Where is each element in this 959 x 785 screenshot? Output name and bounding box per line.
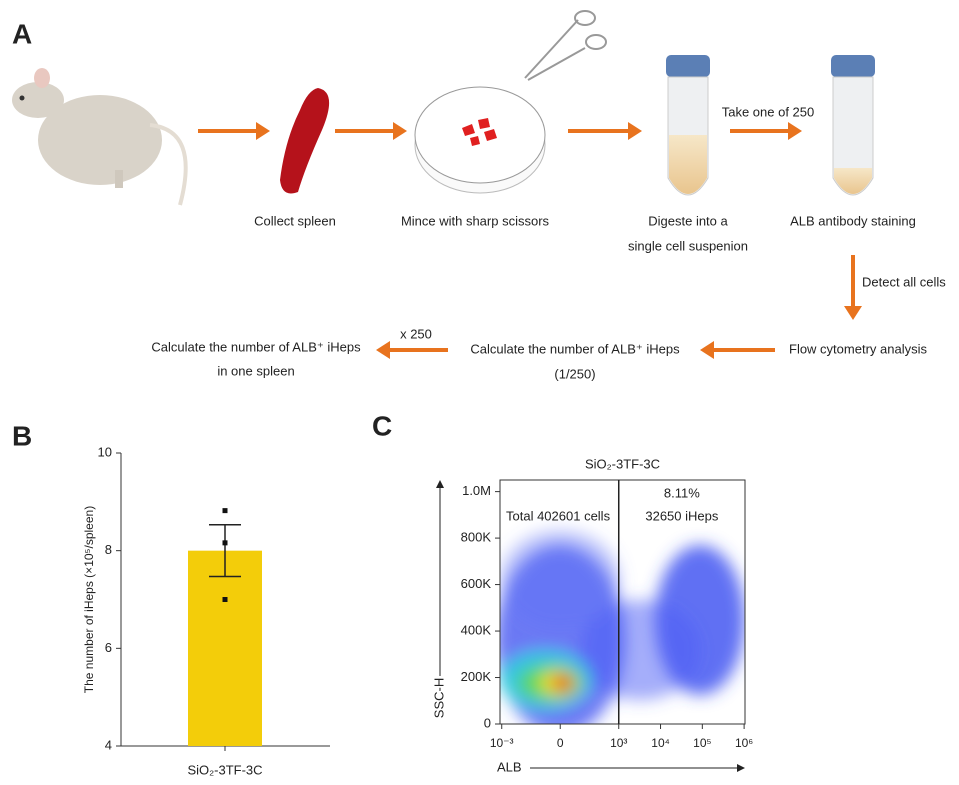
x-tick-label: 10⁵ <box>693 736 711 750</box>
spleen-icon <box>280 88 330 194</box>
arrow <box>335 122 407 140</box>
panel-label: B <box>12 420 32 451</box>
step-label: ALB antibody staining <box>790 213 916 228</box>
x-tick-label: 0 <box>557 736 564 750</box>
y-tick-label: 1.0M <box>462 483 491 498</box>
petri-dish-icon <box>414 86 546 194</box>
arrow <box>730 122 802 140</box>
arrow <box>700 341 775 359</box>
y-tick-label: 600K <box>461 576 492 591</box>
step-label: Mince with sharp scissors <box>401 213 550 228</box>
y-tick-label: 8 <box>105 542 112 557</box>
x-tick-label: 10³ <box>610 736 627 750</box>
step-label: Calculate the number of ALB⁺ iHeps <box>151 339 361 354</box>
y-tick-label: 0 <box>484 715 491 730</box>
y-tick-label: 10 <box>98 444 112 459</box>
y-axis-label: SSC-H <box>431 678 446 718</box>
mouse-icon <box>12 68 188 206</box>
tube-icon <box>666 55 710 196</box>
annotation: 8.11% <box>664 485 700 500</box>
step-label: Flow cytometry analysis <box>789 341 927 356</box>
panel-label: A <box>12 18 32 49</box>
arrow-label: Detect all cells <box>862 274 946 289</box>
scissors-icon <box>524 10 607 81</box>
step-label: Collect spleen <box>254 213 336 228</box>
arrow <box>376 341 448 359</box>
x-tick-label: 10⁶ <box>735 736 753 750</box>
chart-title: SiO₂-3TF-3C <box>585 456 660 471</box>
x-axis-label: ALB <box>497 759 522 774</box>
y-tick-label: 200K <box>461 669 492 684</box>
bar <box>188 550 262 746</box>
annotation: 32650 iHeps <box>645 508 718 523</box>
step-label: Calculate the number of ALB⁺ iHeps <box>470 341 680 356</box>
y-tick-label: 4 <box>105 737 112 752</box>
arrow <box>568 122 642 140</box>
step-label: (1/250) <box>554 366 595 381</box>
y-tick-label: 800K <box>461 530 492 545</box>
panel-label: C <box>372 410 392 441</box>
arrow <box>844 255 862 320</box>
x-tick-label: SiO₂-3TF-3C <box>187 762 262 777</box>
y-tick-label: 400K <box>461 622 492 637</box>
step-label: single cell suspenion <box>628 238 748 253</box>
data-point <box>222 597 228 602</box>
arrow-label: x 250 <box>400 326 432 341</box>
arrow <box>198 122 270 140</box>
x-tick-label: 10⁴ <box>651 736 670 750</box>
arrow-head <box>737 764 745 772</box>
x-tick-label: 10⁻³ <box>490 736 514 750</box>
plot-frame <box>499 479 746 725</box>
data-point <box>222 508 228 514</box>
error-bar <box>209 524 241 578</box>
arrow-label: Take one of 250 <box>722 104 815 119</box>
data-point <box>222 540 228 546</box>
annotation: Total 402601 cells <box>506 508 611 523</box>
step-label: Digeste into a <box>648 213 728 228</box>
y-axis-label: The number of iHeps (×10⁵/spleen) <box>82 506 96 693</box>
arrow-head <box>436 480 444 488</box>
tube-icon <box>831 55 875 196</box>
y-tick-label: 6 <box>105 640 112 655</box>
step-label: in one spleen <box>217 363 294 378</box>
density-cloud <box>500 480 745 724</box>
